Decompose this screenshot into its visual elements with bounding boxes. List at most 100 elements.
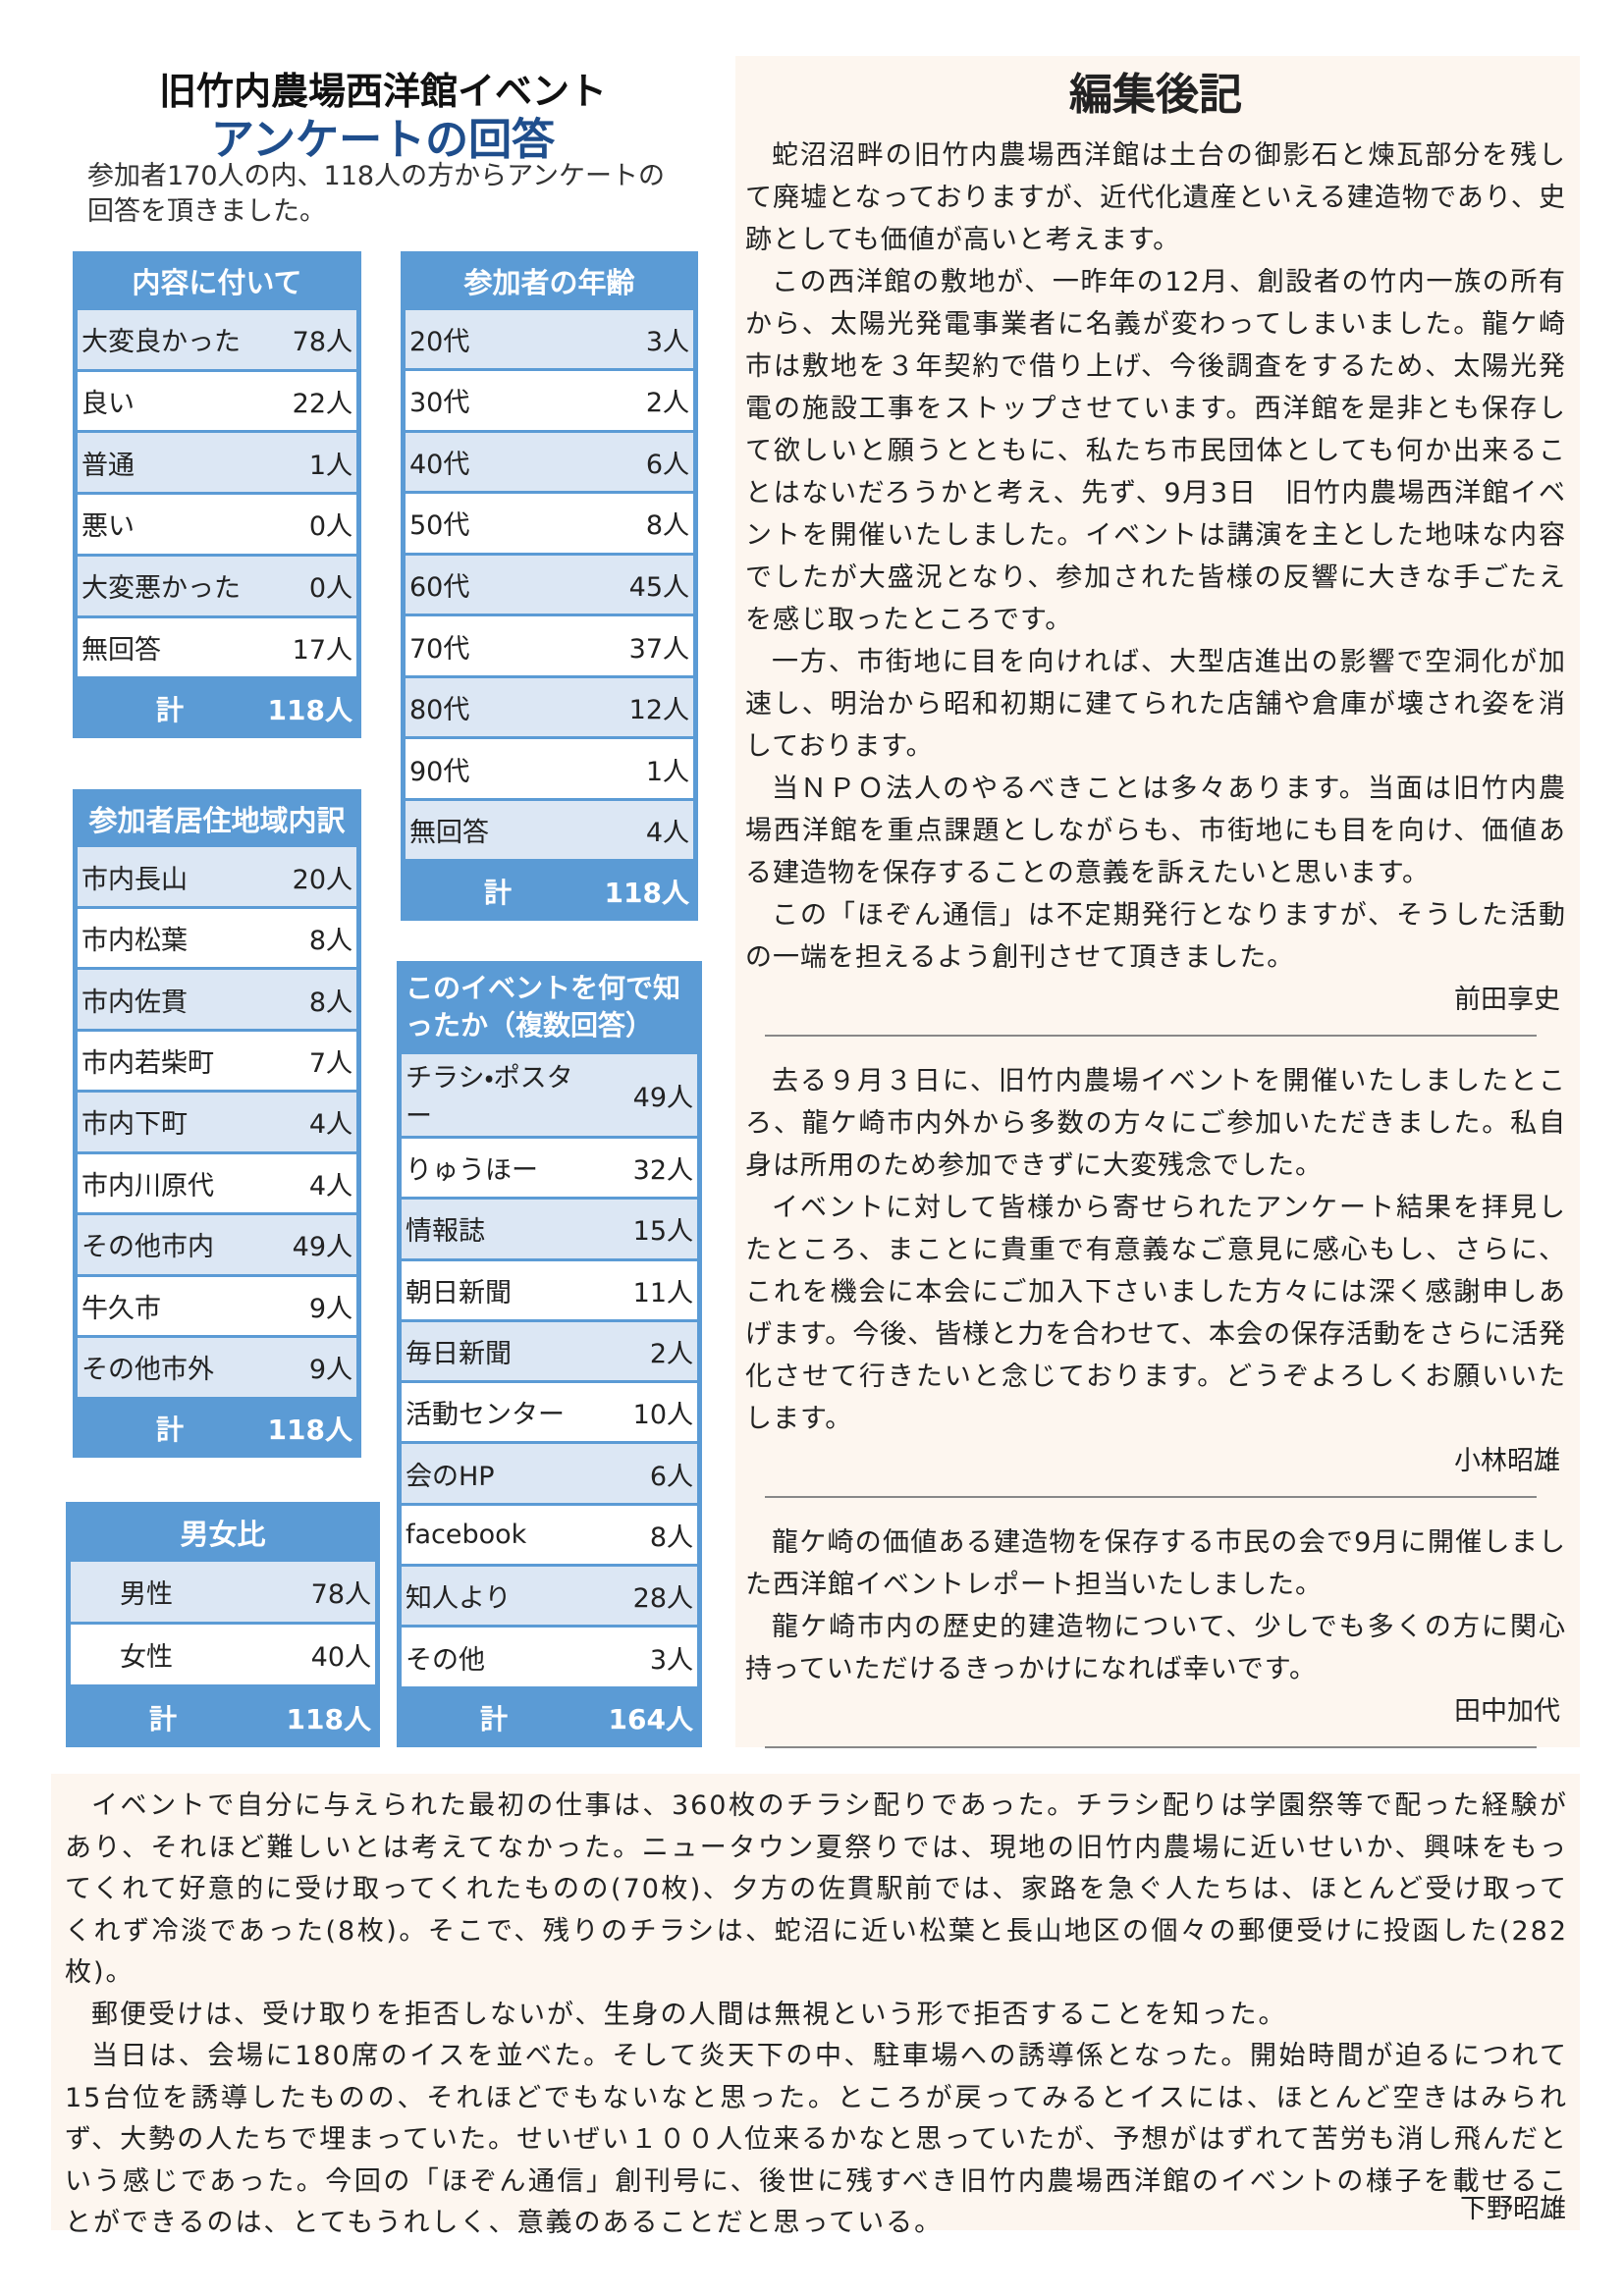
row-value: 20人 bbox=[292, 864, 352, 895]
table-header: 内容に付いて bbox=[132, 265, 302, 299]
table-row: 男性 78人 bbox=[71, 1562, 375, 1622]
row-value: 78人 bbox=[310, 1579, 371, 1610]
row-value: 4人 bbox=[645, 818, 689, 849]
row-label: 80代 bbox=[409, 695, 470, 726]
row-value: 8人 bbox=[308, 926, 352, 957]
table-total: 計 118人 bbox=[78, 679, 356, 738]
table-header: このイベントを何で知ったか（複数回答） bbox=[406, 972, 681, 1042]
row-value: 3人 bbox=[649, 1644, 693, 1676]
row-label: 牛久市 bbox=[81, 1293, 161, 1324]
row-value: 8人 bbox=[649, 1522, 693, 1553]
row-label: りゅうほー bbox=[406, 1155, 538, 1187]
table-row: 活動センター 10人 bbox=[402, 1383, 697, 1442]
row-label: その他市内 bbox=[81, 1232, 214, 1263]
row-value: 15人 bbox=[632, 1216, 693, 1248]
table: 男女比 男性 78人 女性 40人計 118人 bbox=[66, 1502, 380, 1747]
editorial: 編集後記 蛇沼沼畔の旧竹内農場西洋館は土台の御影石と煉瓦部分を残して廃墟となって… bbox=[735, 56, 1580, 1748]
row-value: 9人 bbox=[308, 1355, 352, 1386]
table: このイベントを何で知ったか（複数回答） チラシ・ポスター 49人 りゅうほー 32人 情報… bbox=[397, 961, 702, 1747]
row-value: 17人 bbox=[292, 634, 352, 666]
table-total: 計 118人 bbox=[406, 862, 693, 921]
row-value: 3人 bbox=[645, 326, 689, 357]
table-row: 市内下町 4人 bbox=[78, 1093, 356, 1151]
total-label: 計 bbox=[480, 1703, 509, 1736]
row-label: 90代 bbox=[409, 756, 470, 787]
paragraph: 去る９月３日に、旧竹内農場イベントを開催いたしましたところ、龍ケ崎市内外から多数… bbox=[745, 1066, 1566, 1181]
row-value: 0人 bbox=[308, 573, 352, 605]
paragraph: 龍ケ崎市内の歴史的建造物について、少しでも多くの方に関心持っていただけるきっかけ… bbox=[745, 1612, 1566, 1684]
row-label: 50代 bbox=[409, 510, 470, 542]
table-row: 朝日新聞 11人 bbox=[402, 1260, 697, 1319]
total-label: 計 bbox=[156, 1414, 185, 1447]
row-label: 70代 bbox=[409, 633, 470, 665]
row-label: facebook bbox=[406, 1519, 527, 1550]
table-row: 無回答 4人 bbox=[406, 800, 693, 860]
table-total: 計 118人 bbox=[78, 1400, 356, 1458]
row-label: 無回答 bbox=[409, 818, 489, 849]
table-row: 30代 2人 bbox=[406, 371, 693, 430]
table-header: 参加者の年齢 bbox=[463, 265, 635, 299]
table-row: facebook 8人 bbox=[402, 1505, 697, 1565]
editorial-title: 編集後記 bbox=[1069, 70, 1242, 120]
row-label: 活動センター bbox=[406, 1400, 565, 1431]
paragraph: この西洋館の敷地が、一昨年の12月、創設者の竹内一族の所有から、太陽光発電事業者… bbox=[745, 267, 1566, 635]
row-value: 2人 bbox=[645, 388, 689, 419]
row-value: 4人 bbox=[308, 1109, 352, 1141]
total-label: 計 bbox=[484, 877, 513, 910]
table-row: 良い 22人 bbox=[78, 371, 356, 431]
total-value: 164人 bbox=[608, 1703, 693, 1736]
row-value: 6人 bbox=[649, 1461, 693, 1492]
table-row: その他市内 49人 bbox=[78, 1215, 356, 1274]
total-label: 計 bbox=[156, 694, 185, 727]
row-label: 20代 bbox=[409, 326, 470, 357]
row-value: 4人 bbox=[308, 1170, 352, 1201]
table-row: 無回答 17人 bbox=[78, 617, 356, 677]
paragraph: 郵便受けは、受け取りを拒否しないが、生身の人間は無視という形で拒否することを知っ… bbox=[91, 1999, 1287, 2030]
row-value: 7人 bbox=[308, 1048, 352, 1080]
row-value: 37人 bbox=[628, 633, 689, 665]
table-row: 50代 8人 bbox=[406, 494, 693, 553]
table-row: その他市外 9人 bbox=[78, 1338, 356, 1397]
table-row: 女性 40人 bbox=[71, 1625, 375, 1684]
table-row: 市内松葉 8人 bbox=[78, 908, 356, 968]
total-value: 118人 bbox=[286, 1702, 371, 1735]
table-row: 市内長山 20人 bbox=[78, 847, 356, 906]
row-label: 悪い bbox=[81, 511, 135, 543]
signature: 前田享史 bbox=[1454, 985, 1560, 1015]
row-value: 9人 bbox=[308, 1293, 352, 1324]
row-value: 1人 bbox=[308, 450, 352, 481]
row-label: 市内長山 bbox=[81, 864, 188, 895]
table-row: りゅうほー 32人 bbox=[402, 1138, 697, 1198]
table-row: 90代 1人 bbox=[406, 739, 693, 798]
table-row: 20代 3人 bbox=[406, 309, 693, 369]
survey-intro: 参加者170人の内、118人の方からアンケートの回答を頂きました。 bbox=[87, 161, 665, 227]
table-row: 市内佐貫 8人 bbox=[78, 970, 356, 1029]
row-label: 男性 bbox=[120, 1579, 173, 1610]
row-label: その他市外 bbox=[81, 1355, 214, 1386]
row-label: 市内松葉 bbox=[81, 926, 188, 957]
table-row: 市内若柴町 7人 bbox=[78, 1031, 356, 1091]
row-value: 0人 bbox=[308, 511, 352, 543]
row-value: 49人 bbox=[292, 1232, 352, 1263]
row-value: 78人 bbox=[292, 327, 352, 358]
row-label: チラシ・ポスター bbox=[406, 1063, 573, 1133]
paragraph: 当ＮＰＯ法人のやるべきことは多々あります。当面は旧竹内農場西洋館を重点課題としな… bbox=[745, 774, 1566, 888]
row-label: 市内佐貫 bbox=[81, 987, 188, 1018]
row-value: 12人 bbox=[628, 695, 689, 726]
separator bbox=[765, 1746, 1537, 1748]
total-label: 計 bbox=[149, 1702, 178, 1735]
table-row: チラシ・ポスター 49人 bbox=[402, 1053, 697, 1136]
row-label: 40代 bbox=[409, 449, 470, 480]
table: 参加者居住地域内訳 市内長山 20人 市内松葉 8人 市内佐貫 8人 市内若柴町 7人 市内下町 4… bbox=[73, 789, 361, 1458]
table-row: 情報誌 15人 bbox=[402, 1200, 697, 1258]
row-value: 40人 bbox=[310, 1642, 371, 1673]
row-value: 2人 bbox=[649, 1339, 693, 1370]
paragraph: イベントに対して皆様から寄せられたアンケート結果を拝見したところ、まことに貴重で… bbox=[745, 1193, 1566, 1434]
signature: 小林昭雄 bbox=[1454, 1446, 1560, 1476]
separator bbox=[765, 1496, 1537, 1498]
row-value: 8人 bbox=[308, 987, 352, 1018]
signature: 田中加代 bbox=[1454, 1696, 1560, 1727]
table-row: その他 3人 bbox=[402, 1628, 697, 1686]
